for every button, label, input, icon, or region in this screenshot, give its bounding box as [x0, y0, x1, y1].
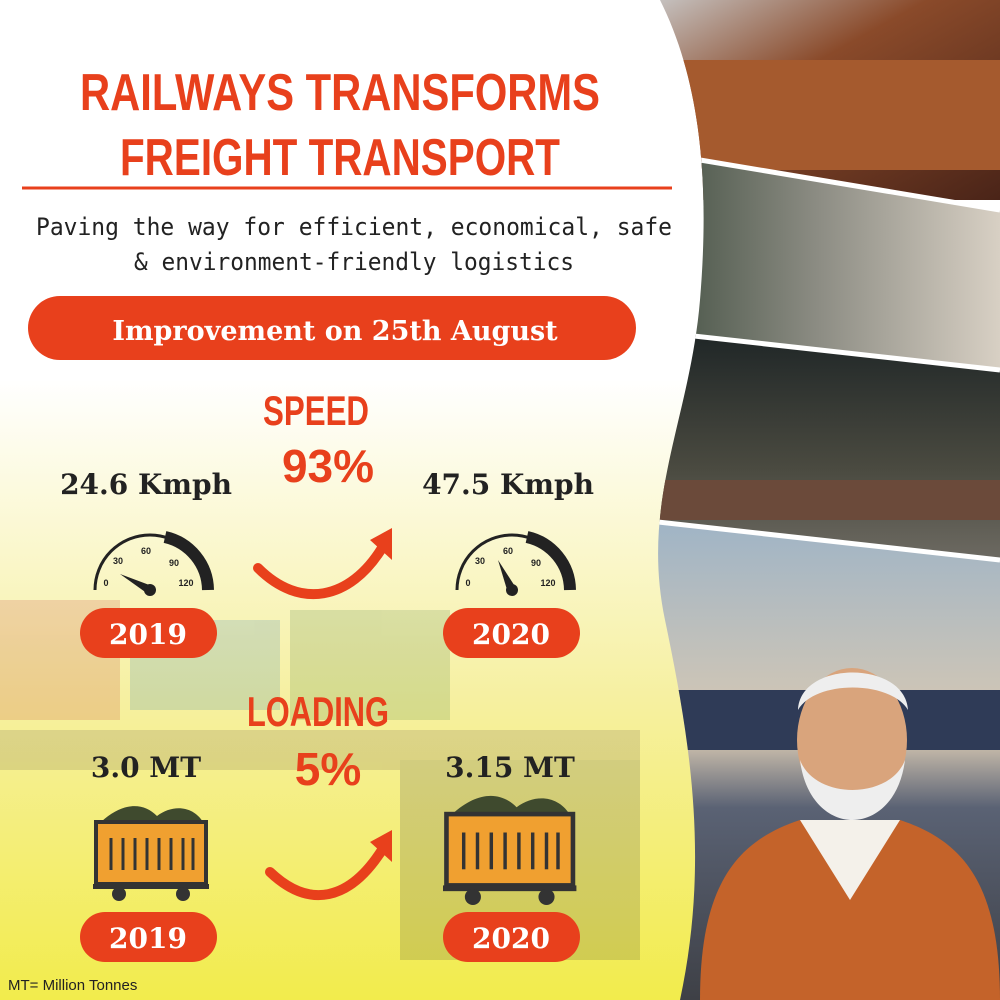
year: 2020 — [472, 618, 550, 651]
year: 2019 — [109, 922, 187, 955]
gauge-tick: 30 — [475, 556, 485, 566]
gauge-tick: 60 — [141, 546, 151, 556]
arrow — [253, 543, 387, 600]
footnote: MT= Million Tonnes — [8, 977, 137, 994]
wagon — [443, 795, 577, 905]
speedometer: 0 30 60 90 120 — [93, 531, 214, 596]
banner — [28, 296, 636, 360]
subtitle-line: Paving the way for efficient, economical… — [36, 213, 672, 241]
section-label: SPEED — [263, 387, 369, 434]
arrow — [265, 845, 387, 900]
photo-collage — [658, 0, 1000, 1000]
gauge-tick: 60 — [503, 546, 513, 556]
before-value: 24.6 Kmph — [60, 468, 232, 501]
title-line: FREIGHT TRANSPORT — [120, 129, 560, 187]
gauge-tick: 90 — [169, 558, 179, 568]
before-value: 3.0 MT — [91, 751, 201, 784]
gauge-tick: 120 — [540, 578, 555, 588]
change-percent: 5% — [295, 743, 361, 795]
portrait — [700, 668, 1000, 1000]
gauge-tick: 30 — [113, 556, 123, 566]
after-value: 47.5 Kmph — [422, 468, 594, 501]
gauge-tick: 0 — [465, 578, 470, 588]
section-label: LOADING — [247, 688, 389, 735]
gauge-tick: 120 — [178, 578, 193, 588]
year: 2020 — [472, 922, 550, 955]
banner-text: Improvement on 25th August — [112, 316, 558, 347]
year: 2019 — [109, 618, 187, 651]
change-percent: 93% — [282, 440, 374, 492]
speedometer: 0 30 60 90 120 — [455, 531, 576, 596]
year-pill — [443, 608, 580, 658]
gauge-tick: 0 — [103, 578, 108, 588]
title-line: RAILWAYS TRANSFORMS — [80, 64, 600, 122]
subtitle-line: & environment-friendly logistics — [134, 248, 574, 276]
gauge-tick: 90 — [531, 558, 541, 568]
arrow-head — [370, 830, 392, 862]
arrow-head — [370, 528, 392, 560]
year-pill — [80, 912, 217, 962]
year-pill — [80, 608, 217, 658]
year-pill — [443, 912, 580, 962]
after-value: 3.15 MT — [445, 751, 575, 784]
wagon — [93, 806, 209, 901]
